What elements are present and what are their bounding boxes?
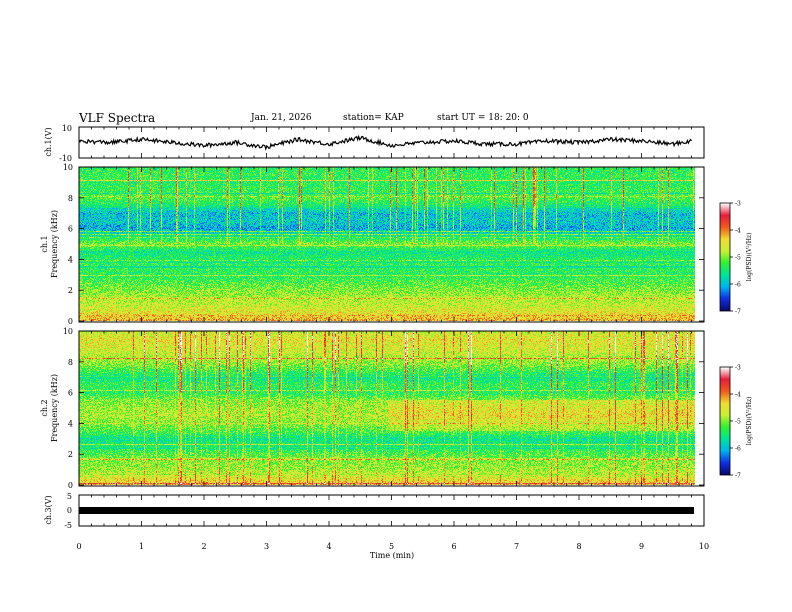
ch3-ytick-top: 5 [67, 492, 72, 501]
colorbar-tick-label: -6 [735, 446, 741, 453]
ch3-voltage-ylabel: ch.3(V) [44, 495, 53, 524]
ch2-colorbar-label: log(PSD)(V²/Hz) [746, 397, 753, 446]
colorbar-tick-label: -5 [735, 419, 741, 426]
colorbar-tick-label: -3 [735, 201, 741, 208]
ch3-ytick-bottom: -5 [64, 521, 72, 530]
colorbar-tick-label: -3 [735, 365, 741, 372]
ch3-voltage-trace [79, 507, 694, 514]
y-tick-label: 8 [68, 358, 73, 367]
ch1-ytick-bottom: -10 [59, 154, 72, 163]
x-tick-label: 9 [639, 542, 644, 551]
ch1-frequency-ylabel: Frequency (kHz) [50, 210, 59, 278]
ch1-voltage-trace [78, 134, 692, 151]
ch1-voltage-ylabel: ch.1(V) [44, 127, 53, 156]
ch1-ytick-top: 10 [62, 124, 72, 133]
x-axis-label: Time (min) [370, 551, 414, 560]
y-tick-label: 4 [68, 255, 73, 264]
figure-date: Jan. 21, 2026 [251, 113, 312, 123]
ch1-spectrogram-ylabel: ch.1 [40, 235, 49, 252]
x-tick-label: 3 [264, 542, 269, 551]
x-tick-label: 2 [201, 542, 206, 551]
x-tick-label: 8 [576, 542, 581, 551]
ch2-colorbar-frame [719, 366, 731, 476]
ch2-spectrogram-ylabel: ch.2 [40, 399, 49, 416]
x-tick-label: 4 [326, 542, 331, 551]
ch1-colorbar-frame [719, 202, 731, 312]
x-tick-label: 5 [389, 542, 394, 551]
ch1-colorbar-image [720, 203, 730, 311]
y-tick-label: 4 [68, 419, 73, 428]
y-tick-label: 2 [68, 450, 73, 459]
x-tick-label: 1 [139, 542, 144, 551]
colorbar-tick-label: -4 [735, 392, 741, 399]
x-tick-label: 10 [699, 542, 709, 551]
colorbar-tick-label: -7 [735, 309, 741, 316]
y-tick-label: 0 [68, 317, 73, 326]
ch2-frequency-ylabel: Frequency (kHz) [50, 374, 59, 442]
ch1-spectrogram-frame [78, 166, 705, 323]
colorbar-tick-label: -6 [735, 282, 741, 289]
ch2-colorbar-image [720, 367, 730, 475]
ch1-colorbar-label: log(PSD)(V²/Hz) [746, 233, 753, 282]
ch2-spectrogram-image [79, 331, 695, 485]
ch1-spectrogram-image [79, 167, 695, 321]
ch2-spectrogram-frame [78, 330, 705, 487]
ch3-ytick-mid: 0 [67, 506, 72, 515]
figure-station: station= KAP [343, 113, 404, 123]
figure-title: VLF Spectra [79, 111, 156, 125]
x-tick-label: 7 [514, 542, 519, 551]
colorbar-tick-label: -5 [735, 255, 741, 262]
y-tick-label: 10 [63, 163, 73, 172]
y-tick-label: 6 [68, 389, 73, 398]
y-tick-label: 2 [68, 286, 73, 295]
x-tick-label: 0 [76, 542, 81, 551]
y-tick-label: 8 [68, 194, 73, 203]
y-tick-label: 6 [68, 225, 73, 234]
figure-start-time: start UT = 18: 20: 0 [437, 113, 529, 123]
colorbar-tick-label: -7 [735, 473, 741, 480]
y-tick-label: 0 [68, 481, 73, 490]
colorbar-tick-label: -4 [735, 228, 741, 235]
y-tick-label: 10 [63, 327, 73, 336]
x-tick-label: 6 [451, 542, 456, 551]
